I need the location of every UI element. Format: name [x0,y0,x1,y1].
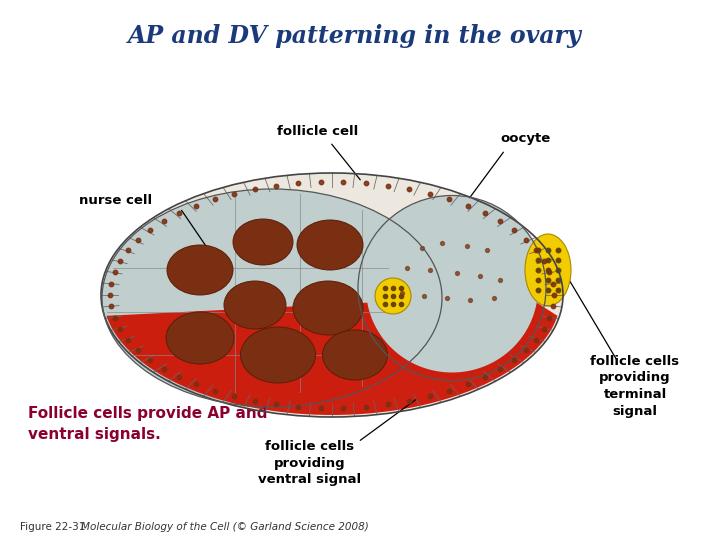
Ellipse shape [224,281,286,329]
Text: follicle cells
providing
terminal
signal: follicle cells providing terminal signal [590,355,680,417]
Ellipse shape [375,278,411,314]
Text: follicle cells
providing
ventral signal: follicle cells providing ventral signal [258,440,361,486]
Text: Follicle cells provide AP and
ventral signals.: Follicle cells provide AP and ventral si… [28,406,268,442]
Ellipse shape [101,173,563,417]
Text: AP and DV patterning in the ovary: AP and DV patterning in the ovary [128,24,582,48]
Text: follicle cell: follicle cell [277,125,359,138]
Ellipse shape [358,195,546,381]
Ellipse shape [233,219,293,265]
Ellipse shape [323,330,387,380]
Text: nurse cell: nurse cell [79,193,152,206]
Ellipse shape [525,234,571,306]
Ellipse shape [293,281,363,335]
Text: Figure 22-31: Figure 22-31 [20,522,92,532]
Ellipse shape [167,245,233,295]
Ellipse shape [240,327,315,383]
Ellipse shape [297,220,363,270]
Text: oocyte: oocyte [500,132,550,145]
Ellipse shape [166,312,234,364]
Ellipse shape [102,189,442,407]
Polygon shape [107,303,557,415]
Text: Molecular Biology of the Cell (© Garland Science 2008): Molecular Biology of the Cell (© Garland… [81,522,369,532]
